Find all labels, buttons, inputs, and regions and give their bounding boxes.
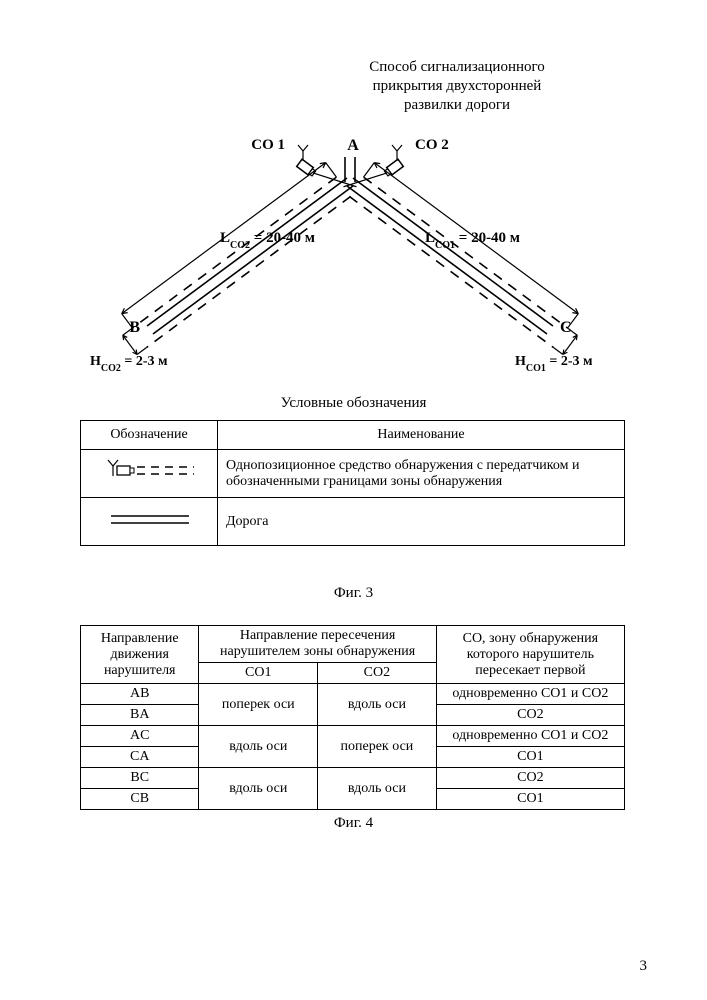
dir-cell: BC [81,768,199,789]
legend-name-road: Дорога [218,498,625,546]
svg-text:CO 2: CO 2 [415,137,449,153]
table-row: ACвдоль осипоперек осиодновременно СО1 и… [81,726,625,747]
svg-text:HСО1 = 2-3 м: HСО1 = 2-3 м [515,354,593,374]
co2-cell: поперек оси [318,726,437,768]
co1-cell: вдоль оси [199,768,318,810]
table-row: BCвдоль осивдоль осиСО2 [81,768,625,789]
figure-4-caption: Фиг. 4 [0,815,707,832]
table-row: ABпоперек осивдоль осиодновременно СО1 и… [81,684,625,705]
legend-symbol-sensor [81,450,218,498]
legend-name-sensor: Однопозиционное средство обнаружения с п… [218,450,625,498]
legend-table: Обозначение Наименование Однопозиционное… [80,420,625,546]
first-cell: СО1 [436,747,624,768]
svg-text:A: A [347,137,359,154]
title-line-1: Способ сигнализационного [369,59,545,75]
legend-header-sym: Обозначение [81,421,218,450]
svg-text:B: B [129,319,140,336]
first-cell: одновременно СО1 и СО2 [436,726,624,747]
dir-cell: AC [81,726,199,747]
dir-th-col3: СО, зону обнаружения которого нарушитель… [436,626,624,684]
title-line-3: развилки дороги [404,97,510,113]
first-cell: СО2 [436,768,624,789]
dir-th-col2a: СО1 [199,663,318,684]
title-line-2: прикрытия двухсторонней [373,78,542,94]
first-cell: СО2 [436,705,624,726]
legend-row: Дорога [81,498,625,546]
page-title: Способ сигнализационного прикрытия двухс… [327,58,587,114]
legend-symbol-road [81,498,218,546]
dir-th-col2: Направление пересечения нарушителем зоны… [199,626,436,663]
dir-cell: CB [81,789,199,810]
fork-diagram: ABCCO 1CO 2LСО2 = 20-40 мLСО1 = 20-40 мH… [70,130,630,390]
legend-header-name: Наименование [218,421,625,450]
co1-cell: поперек оси [199,684,318,726]
co2-cell: вдоль оси [318,684,437,726]
page-number: 3 [640,958,648,975]
dir-cell: BA [81,705,199,726]
legend-title: Условные обозначения [0,395,707,412]
page: Способ сигнализационного прикрытия двухс… [0,0,707,1000]
dir-th-col2b: СО2 [318,663,437,684]
dir-cell: AB [81,684,199,705]
dir-th-col1: Направление движения нарушителя [81,626,199,684]
svg-text:LСО2 = 20-40 м: LСО2 = 20-40 м [220,230,315,251]
figure-3-caption: Фиг. 3 [0,585,707,602]
svg-text:C: C [560,319,572,336]
first-cell: СО1 [436,789,624,810]
first-cell: одновременно СО1 и СО2 [436,684,624,705]
co1-cell: вдоль оси [199,726,318,768]
svg-text:HСО2 = 2-3 м: HСО2 = 2-3 м [90,354,168,374]
dir-cell: CA [81,747,199,768]
svg-text:CO 1: CO 1 [251,137,285,153]
legend-row: Однопозиционное средство обнаружения с п… [81,450,625,498]
co2-cell: вдоль оси [318,768,437,810]
direction-table: Направление движения нарушителя Направле… [80,625,625,810]
